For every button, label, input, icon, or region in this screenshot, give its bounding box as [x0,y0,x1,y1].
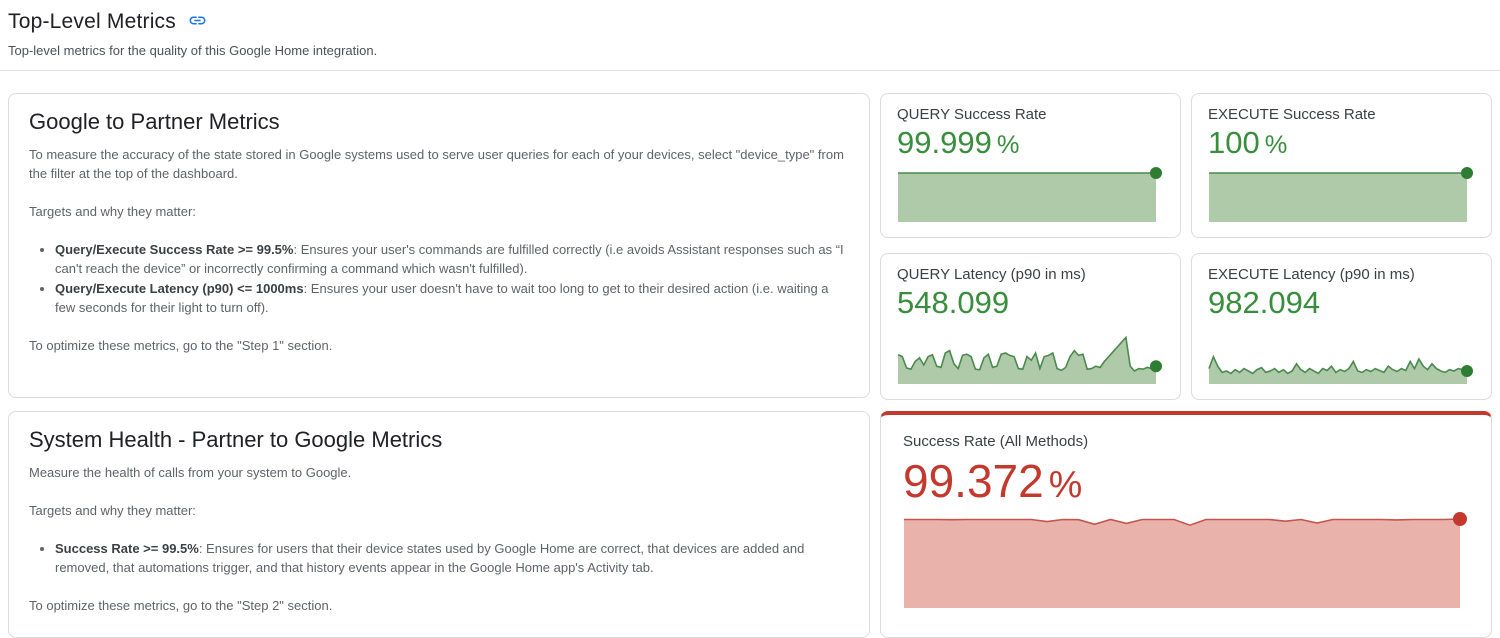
card-title: System Health - Partner to Google Metric… [29,427,443,452]
metric-value: 99.372% [903,455,1083,507]
card-intro: To measure the accuracy of the state sto… [29,147,844,181]
bullet-text: : Ensures for users that their device st… [55,541,805,575]
execute-success-rate-card: EXECUTE Success Rate 100% [1191,93,1492,238]
query-latency-card: QUERY Latency (p90 in ms) 548.099 [880,253,1181,400]
page-title: Top-Level Metrics [8,10,176,33]
card-title: Google to Partner Metrics [29,109,280,134]
metric-value: 982.094 [1208,285,1321,320]
bullet-lead: Success Rate >= 99.5% [55,541,199,556]
metric-label: QUERY Success Rate [897,106,1047,123]
metric-value: 99.999% [897,125,1020,160]
sparkline-chart [897,335,1162,384]
targets-list: Query/Execute Success Rate >= 99.5%: Ens… [29,240,849,317]
link-icon [188,11,207,33]
sparkline-chart [1208,354,1473,384]
bullet-text: : Ensures your user doesn't have to wait… [55,281,829,315]
metrics-grid: QUERY Success Rate 99.999% EXECUTE Succe… [880,93,1492,400]
list-item: Query/Execute Success Rate >= 99.5%: Ens… [55,240,849,278]
page-subtitle: Top-level metrics for the quality of thi… [8,43,378,58]
metric-label: QUERY Latency (p90 in ms) [897,266,1086,283]
targets-list: Success Rate >= 99.5%: Ensures for users… [29,539,849,577]
query-success-rate-card: QUERY Success Rate 99.999% [880,93,1181,238]
page-header: Top-Level Metrics Top-level metrics for … [0,0,1500,71]
metric-label: EXECUTE Success Rate [1208,106,1376,123]
sparkline-chart [1209,167,1473,222]
list-item: Query/Execute Latency (p90) <= 1000ms: E… [55,279,849,317]
all-methods-success-rate-card: Success Rate (All Methods) 99.372% [880,411,1492,638]
sparkline-chart [898,167,1162,222]
dashboard-grid: Google to Partner Metrics To measure the… [8,93,1492,638]
system-health-card: System Health - Partner to Google Metric… [8,411,870,638]
card-footer: To optimize these metrics, go to the "St… [29,338,333,353]
list-item: Success Rate >= 99.5%: Ensures for users… [55,539,849,577]
google-to-partner-card: Google to Partner Metrics To measure the… [8,93,870,398]
bullet-text: : Ensures your user's commands are fulfi… [55,242,844,276]
sparkline-chart [904,512,1467,608]
execute-latency-card: EXECUTE Latency (p90 in ms) 982.094 [1191,253,1492,400]
metric-label: EXECUTE Latency (p90 in ms) [1208,266,1415,283]
metric-value: 100% [1208,125,1288,160]
card-footer: To optimize these metrics, go to the "St… [29,598,333,613]
targets-heading: Targets and why they matter: [29,503,196,518]
bullet-lead: Query/Execute Success Rate >= 99.5% [55,242,294,257]
targets-heading: Targets and why they matter: [29,204,196,219]
metric-value: 548.099 [897,285,1010,320]
permalink-button[interactable] [188,11,207,33]
metric-label: Success Rate (All Methods) [903,433,1089,450]
card-intro: Measure the health of calls from your sy… [29,465,352,480]
bullet-lead: Query/Execute Latency (p90) <= 1000ms [55,281,304,296]
